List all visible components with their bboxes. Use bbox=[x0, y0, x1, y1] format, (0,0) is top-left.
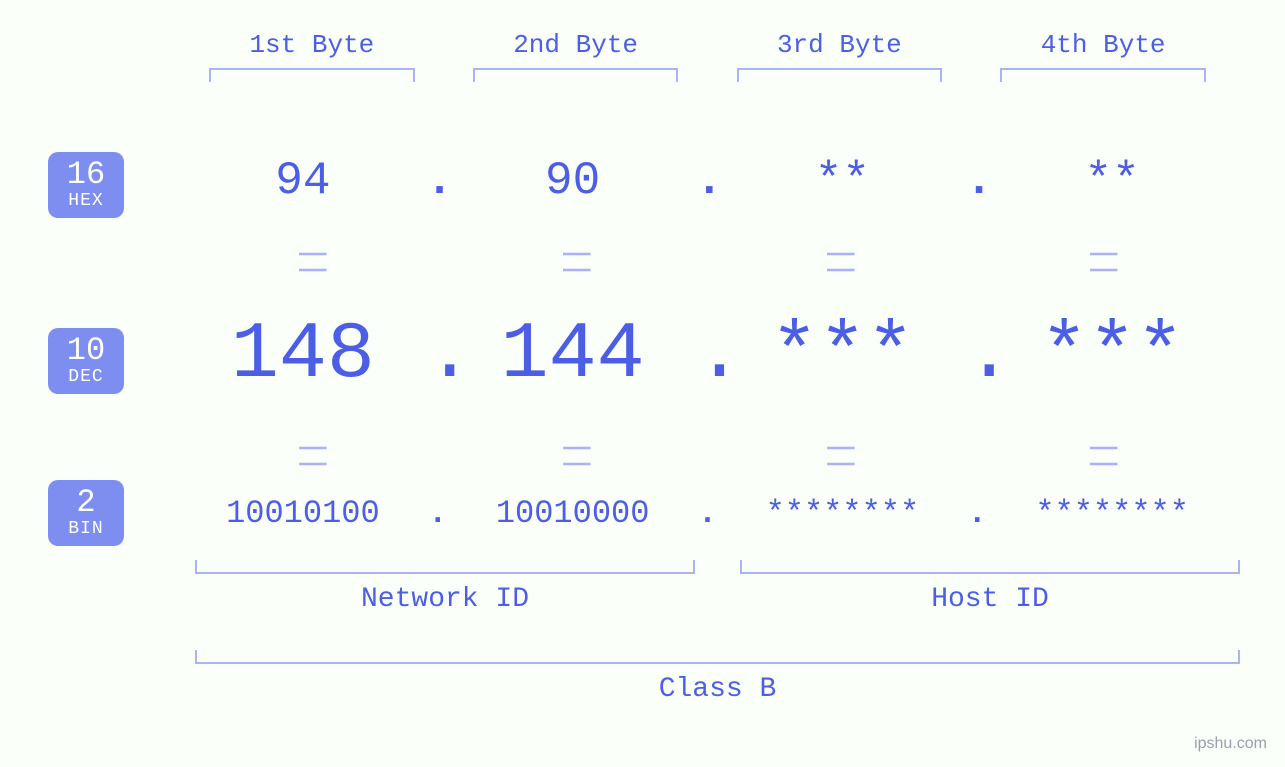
hex-row: 94 . 90 . ** . ** bbox=[180, 155, 1235, 207]
base-badge-bin: 2 BIN bbox=[48, 480, 124, 546]
equals-icon: || bbox=[295, 323, 329, 587]
dot-separator: . bbox=[696, 495, 720, 532]
network-id-group: Network ID bbox=[195, 560, 695, 615]
equals-row-2: || || || || bbox=[180, 438, 1235, 472]
equals-icon: || bbox=[1086, 323, 1120, 587]
dot-separator: . bbox=[965, 310, 989, 401]
bracket-bottom bbox=[195, 560, 695, 574]
equals-icon: || bbox=[559, 323, 593, 587]
dot-separator: . bbox=[965, 495, 989, 532]
bracket-top bbox=[473, 68, 679, 82]
dot-separator: . bbox=[426, 155, 450, 207]
byte-header-4: 4th Byte bbox=[971, 30, 1235, 82]
base-badge-num: 10 bbox=[48, 334, 124, 368]
bin-byte-2: 10010000 bbox=[450, 495, 696, 532]
byte-header-3: 3rd Byte bbox=[708, 30, 972, 82]
base-badge-dec: 10 DEC bbox=[48, 328, 124, 394]
equals-row-1: || || || || bbox=[180, 244, 1235, 278]
bin-byte-3: ******** bbox=[720, 495, 966, 532]
base-badge-label: BIN bbox=[48, 520, 124, 539]
base-badge-hex: 16 HEX bbox=[48, 152, 124, 218]
dec-row: 148 . 144 . *** . *** bbox=[180, 310, 1235, 401]
byte-header-1: 1st Byte bbox=[180, 30, 444, 82]
watermark: ipshu.com bbox=[1194, 735, 1267, 753]
dot-separator: . bbox=[965, 155, 989, 207]
class-group: Class B bbox=[195, 650, 1240, 705]
byte-header-label: 1st Byte bbox=[249, 30, 374, 60]
byte-header-label: 4th Byte bbox=[1041, 30, 1166, 60]
class-label: Class B bbox=[659, 674, 777, 705]
base-badge-num: 2 bbox=[48, 486, 124, 520]
bracket-top bbox=[1000, 68, 1206, 82]
dot-separator: . bbox=[696, 155, 720, 207]
network-id-label: Network ID bbox=[361, 584, 529, 615]
bin-byte-1: 10010100 bbox=[180, 495, 426, 532]
byte-header-label: 2nd Byte bbox=[513, 30, 638, 60]
byte-header-label: 3rd Byte bbox=[777, 30, 902, 60]
equals-icon: || bbox=[822, 323, 856, 587]
bracket-bottom bbox=[195, 650, 1240, 664]
base-badge-num: 16 bbox=[48, 158, 124, 192]
host-id-group: Host ID bbox=[740, 560, 1240, 615]
dot-separator: . bbox=[426, 495, 450, 532]
bracket-top bbox=[737, 68, 943, 82]
byte-header-2: 2nd Byte bbox=[444, 30, 708, 82]
host-id-label: Host ID bbox=[931, 584, 1049, 615]
bin-row: 10010100 . 10010000 . ******** . *******… bbox=[180, 495, 1235, 532]
dot-separator: . bbox=[426, 310, 450, 401]
bracket-top bbox=[209, 68, 415, 82]
bin-byte-4: ******** bbox=[989, 495, 1235, 532]
base-badge-label: DEC bbox=[48, 368, 124, 387]
base-badge-label: HEX bbox=[48, 192, 124, 211]
dot-separator: . bbox=[696, 310, 720, 401]
bracket-bottom bbox=[740, 560, 1240, 574]
byte-headers-row: 1st Byte 2nd Byte 3rd Byte 4th Byte bbox=[180, 30, 1235, 82]
